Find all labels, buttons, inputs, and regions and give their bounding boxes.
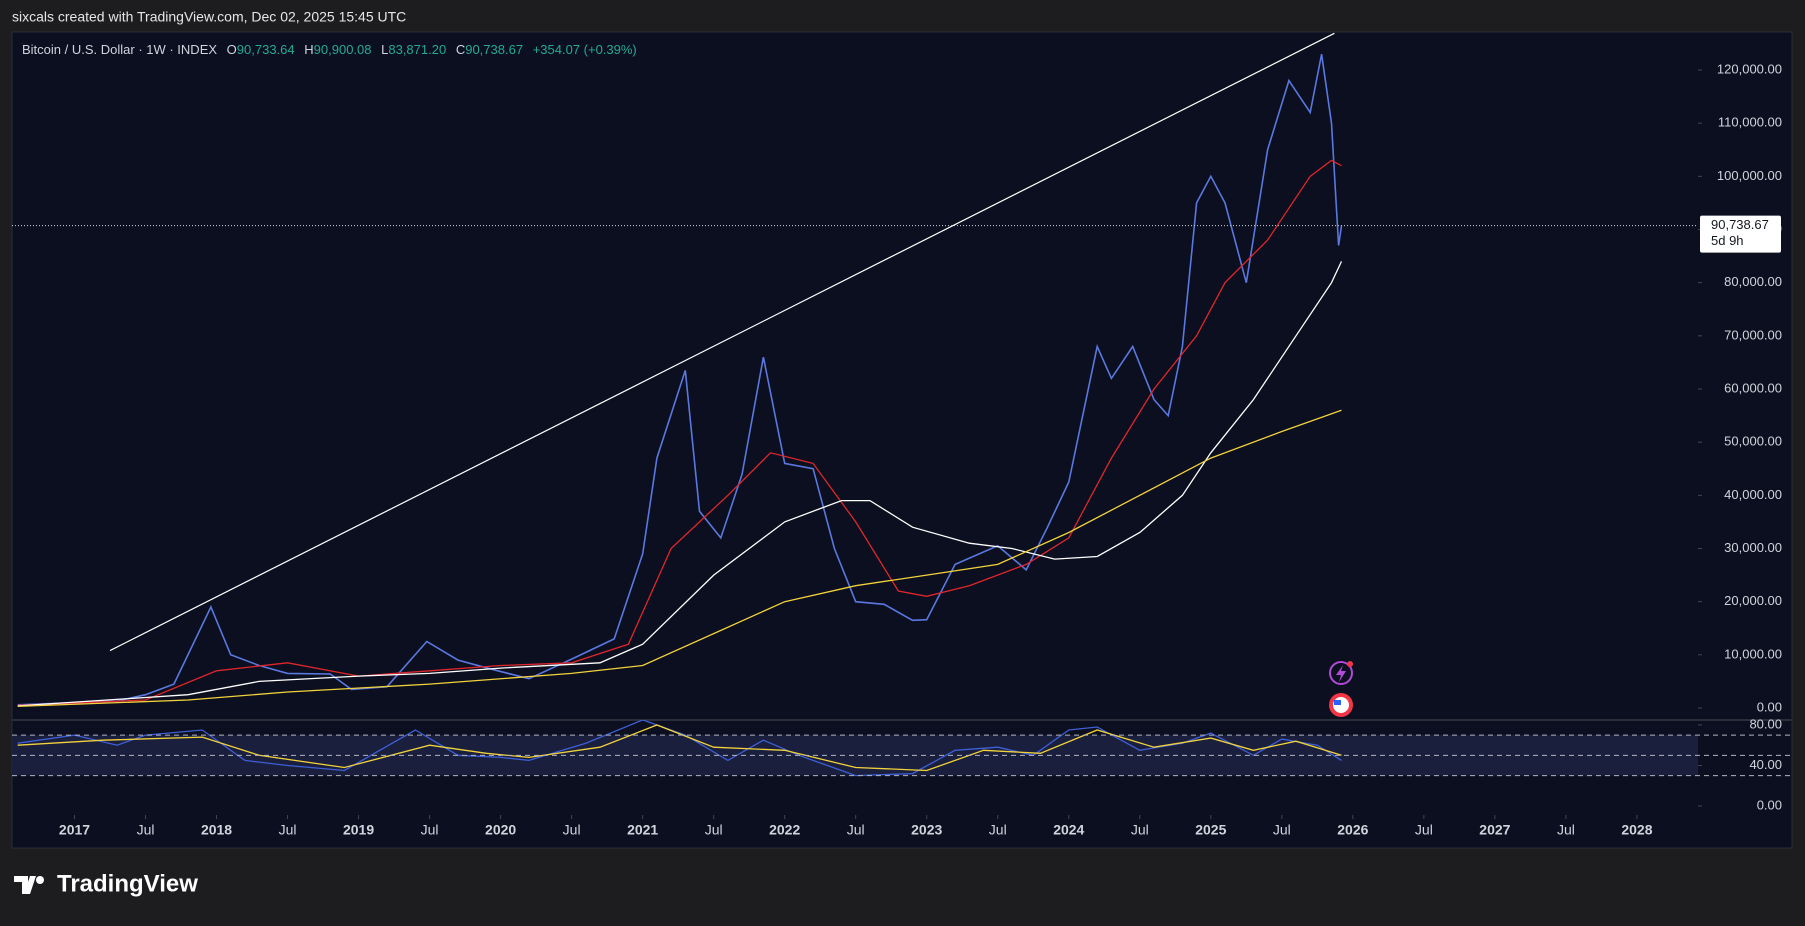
x-tick-label: Jul xyxy=(279,822,297,838)
x-tick-label: Jul xyxy=(137,822,155,838)
x-tick-label: 2023 xyxy=(911,822,942,838)
y-tick-label: 40.00 xyxy=(1749,757,1782,772)
ohlc-value: 90,738.67 xyxy=(465,42,523,57)
ohlc-label: O xyxy=(227,42,237,57)
flag-canton xyxy=(1334,700,1341,705)
logo-mark xyxy=(14,876,36,894)
series-line xyxy=(17,261,1343,707)
last-price-box xyxy=(1700,215,1781,253)
x-tick-label: Jul xyxy=(563,822,581,838)
series-line xyxy=(17,159,1342,706)
brand: TradingView xyxy=(57,870,198,897)
ohlc-label: C xyxy=(456,42,465,57)
x-tick-label: 2021 xyxy=(627,822,658,838)
logo: TradingView xyxy=(14,870,198,897)
x-tick-label: Jul xyxy=(1557,822,1575,838)
x-tick-label: Jul xyxy=(1131,822,1149,838)
x-tick-label: Jul xyxy=(989,822,1007,838)
x-tick-label: Jul xyxy=(847,822,865,838)
symbol: Bitcoin / U.S. Dollar · 1W · INDEX xyxy=(22,42,217,57)
chart-frame xyxy=(11,31,1793,849)
bolt xyxy=(1336,665,1346,682)
x-tick-label: Jul xyxy=(1273,822,1291,838)
ohlc-value: 90,900.08 xyxy=(314,42,372,57)
y-tick-label: 120,000.00 xyxy=(1717,61,1782,76)
last-price-label: 90,738.67 xyxy=(1711,217,1769,232)
series-line xyxy=(17,724,1342,772)
y-tick-label: 30,000.00 xyxy=(1724,540,1782,555)
y-tick-label: 0.00 xyxy=(1757,797,1782,812)
x-tick-label: 2024 xyxy=(1053,822,1084,838)
y-tick-label: 60,000.00 xyxy=(1724,380,1782,395)
y-tick-label: 10,000.00 xyxy=(1724,646,1782,661)
x-tick-label: Jul xyxy=(1415,822,1433,838)
ohlc-value: 90,733.64 xyxy=(237,42,295,57)
logo-dot xyxy=(36,876,44,884)
y-tick-label: 70,000.00 xyxy=(1724,327,1782,342)
ohlc-label: L xyxy=(381,42,388,57)
series-line xyxy=(17,53,1343,706)
y-tick-label: 0.00 xyxy=(1757,699,1782,714)
x-tick-label: 2027 xyxy=(1479,822,1510,838)
countdown: 5d 9h xyxy=(1711,233,1744,248)
x-tick-label: 2017 xyxy=(59,822,90,838)
legend-header: Bitcoin / U.S. Dollar · 1W · INDEX O90,7… xyxy=(22,42,637,57)
x-tick-label: 2019 xyxy=(343,822,374,838)
event-icons xyxy=(1329,661,1353,717)
y-tick-label: 80.00 xyxy=(1749,716,1782,731)
x-tick-label: Jul xyxy=(421,822,439,838)
pane xyxy=(17,32,1343,708)
y-tick-label: 20,000.00 xyxy=(1724,593,1782,608)
credit: sixcals created with TradingView.com, De… xyxy=(12,9,406,25)
x-tick-label: 2025 xyxy=(1195,822,1226,838)
series-line xyxy=(17,409,1342,708)
badge xyxy=(1347,661,1353,667)
event-icon[interactable] xyxy=(1329,661,1353,685)
y-tick-label: 50,000.00 xyxy=(1724,434,1782,449)
y-tick-label: 40,000.00 xyxy=(1724,487,1782,502)
y-tick-label: 100,000.00 xyxy=(1717,168,1782,183)
ohlc-value: 83,871.20 xyxy=(388,42,446,57)
y-tick-label: 80,000.00 xyxy=(1724,274,1782,289)
x-tick-label: 2018 xyxy=(201,822,232,838)
x-tick-label: 2020 xyxy=(485,822,516,838)
x-tick-label: 2028 xyxy=(1621,822,1652,838)
change: +354.07 (+0.39%) xyxy=(533,42,637,57)
x-tick-label: 2022 xyxy=(769,822,800,838)
ohlc-label: H xyxy=(304,42,313,57)
trendline xyxy=(109,32,1335,652)
x-tick-label: 2026 xyxy=(1337,822,1368,838)
x-tick-label: Jul xyxy=(705,822,723,838)
y-tick-label: 110,000.00 xyxy=(1718,115,1782,130)
